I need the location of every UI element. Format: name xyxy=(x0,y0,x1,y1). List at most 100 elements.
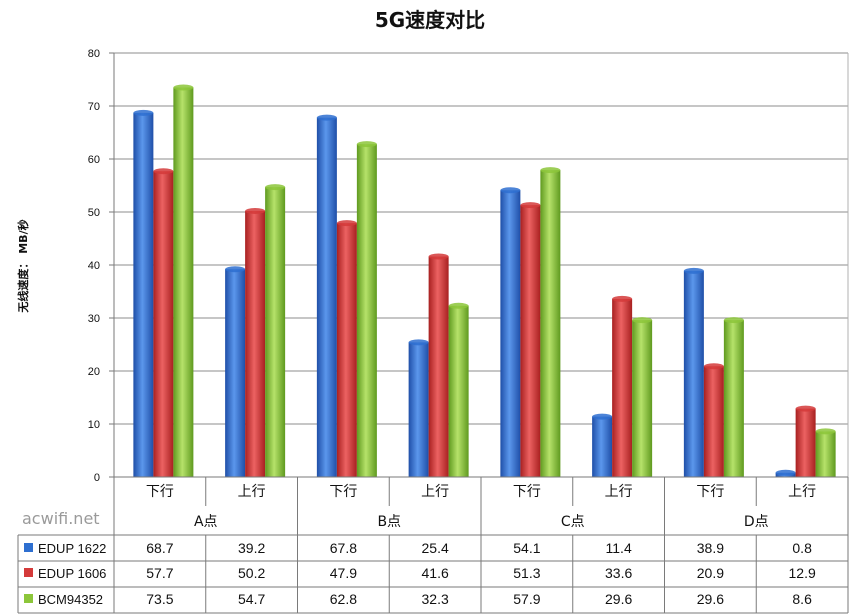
x-category-label: 上行 xyxy=(605,484,633,500)
bar xyxy=(520,205,541,478)
bar-top xyxy=(153,168,174,175)
legend-swatch xyxy=(24,543,33,552)
bar xyxy=(133,112,154,477)
bar xyxy=(703,366,724,477)
bar xyxy=(225,269,246,477)
bar-top xyxy=(703,363,724,370)
bar xyxy=(795,408,816,477)
bar xyxy=(428,256,449,477)
bar-top xyxy=(683,267,704,274)
bar xyxy=(173,87,194,477)
data-table-cell: 54.1 xyxy=(513,540,540,556)
legend-label: EDUP 1606 xyxy=(38,566,106,581)
bar-top xyxy=(795,405,816,412)
x-category-label: 下行 xyxy=(696,484,724,500)
bar xyxy=(612,298,633,477)
bar xyxy=(245,210,266,477)
bar-top xyxy=(225,266,246,273)
y-tick-label: 40 xyxy=(88,260,100,272)
data-table-cell: 57.9 xyxy=(513,591,540,607)
bar xyxy=(408,342,429,477)
bar-top xyxy=(133,109,154,116)
y-tick-label: 60 xyxy=(88,154,100,166)
data-table-cell: 41.6 xyxy=(422,565,449,581)
bar-top xyxy=(173,84,194,91)
bar-top xyxy=(520,202,541,209)
data-table-cell: 8.6 xyxy=(792,591,812,607)
data-table-cell: 39.2 xyxy=(238,540,265,556)
data-table-cell: 67.8 xyxy=(330,540,357,556)
legend-label: EDUP 1622 xyxy=(38,541,106,556)
x-category-label: 上行 xyxy=(788,484,816,500)
x-category-label: 下行 xyxy=(146,484,174,500)
data-table-cell: 51.3 xyxy=(513,565,540,581)
x-category-label: 上行 xyxy=(421,484,449,500)
bar-top xyxy=(336,220,357,227)
bar xyxy=(632,320,653,477)
bar xyxy=(592,416,613,477)
bar-top xyxy=(612,295,633,302)
bar xyxy=(153,171,174,477)
x-category-label: 下行 xyxy=(329,484,357,500)
watermark: acwifi.net xyxy=(22,509,100,528)
bar-top xyxy=(540,167,561,174)
bar-top xyxy=(448,302,469,309)
y-tick-label: 0 xyxy=(94,472,100,484)
data-table-cell: 11.4 xyxy=(606,540,632,556)
data-table-cell: 73.5 xyxy=(146,591,173,607)
bar xyxy=(723,320,744,477)
bar-top xyxy=(500,187,521,194)
data-table-cell: 12.9 xyxy=(789,565,816,581)
data-table-cell: 57.7 xyxy=(146,565,173,581)
data-table-cell: 38.9 xyxy=(697,540,724,556)
bar xyxy=(683,270,704,477)
data-table-cell: 68.7 xyxy=(146,540,173,556)
bar-top xyxy=(632,317,653,324)
bar-top xyxy=(316,114,337,121)
bar-top xyxy=(265,184,286,191)
bar xyxy=(356,144,377,477)
y-tick-label: 80 xyxy=(88,48,100,60)
y-tick-label: 30 xyxy=(88,313,100,325)
y-axis-label: 无线速度： MB/秒 xyxy=(16,219,30,313)
bar-top xyxy=(592,413,613,420)
data-table-cell: 29.6 xyxy=(605,591,632,607)
bar xyxy=(336,223,357,477)
y-tick-label: 10 xyxy=(88,419,100,431)
legend-label: BCM94352 xyxy=(38,592,103,607)
bar-top xyxy=(723,317,744,324)
bar xyxy=(540,170,561,477)
y-tick-label: 50 xyxy=(88,207,100,219)
x-group-label: C点 xyxy=(561,514,585,530)
data-table-cell: 62.8 xyxy=(330,591,357,607)
legend-swatch xyxy=(24,568,33,577)
bar-top xyxy=(356,141,377,148)
data-table-cell: 47.9 xyxy=(330,565,357,581)
bar-top xyxy=(245,207,266,214)
data-table-cell: 50.2 xyxy=(238,565,265,581)
bar xyxy=(448,305,469,477)
data-table-cell: 33.6 xyxy=(605,565,632,581)
data-table-cell: 32.3 xyxy=(422,591,449,607)
bar xyxy=(500,190,521,477)
legend-swatch xyxy=(24,594,33,603)
x-group-label: B点 xyxy=(377,514,401,530)
chart-title: 5G速度对比 xyxy=(375,8,485,32)
bar-top xyxy=(815,428,836,435)
y-tick-label: 20 xyxy=(88,366,100,378)
data-table-cell: 29.6 xyxy=(697,591,724,607)
y-tick-label: 70 xyxy=(88,101,100,113)
x-category-label: 下行 xyxy=(513,484,541,500)
bar xyxy=(316,117,337,477)
bar-top xyxy=(408,339,429,346)
data-table-cell: 0.8 xyxy=(792,540,812,556)
bar-top xyxy=(428,253,449,260)
bar xyxy=(815,431,836,477)
data-table-cell: 20.9 xyxy=(697,565,724,581)
data-table-cell: 25.4 xyxy=(422,540,449,556)
bar-top xyxy=(775,469,796,476)
x-category-label: 上行 xyxy=(238,484,266,500)
x-group-label: A点 xyxy=(194,514,218,530)
bar xyxy=(265,187,286,477)
